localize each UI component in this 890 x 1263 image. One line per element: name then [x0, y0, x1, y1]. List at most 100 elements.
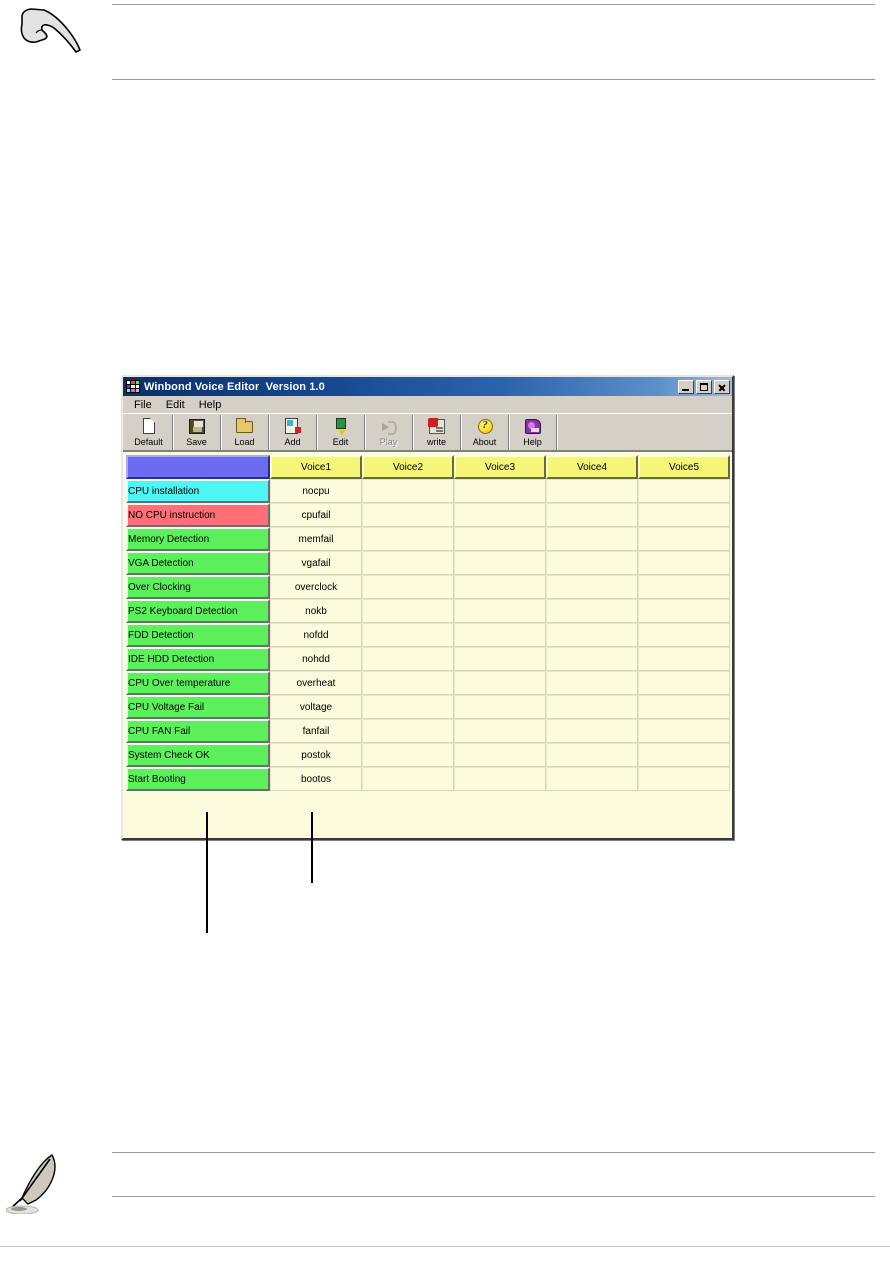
grid-cell-voice2[interactable] — [362, 623, 454, 647]
grid-cell-voice4[interactable] — [546, 719, 638, 743]
grid-cell-voice2[interactable] — [362, 527, 454, 551]
grid-row-label[interactable]: CPU Over temperature — [126, 671, 270, 695]
grid-cell-voice1[interactable]: nocpu — [270, 479, 362, 503]
grid-column-header-voice3[interactable]: Voice3 — [454, 455, 546, 479]
maximize-button[interactable] — [696, 379, 712, 394]
grid-cell-voice4[interactable] — [546, 599, 638, 623]
menu-item-file[interactable]: File — [134, 398, 152, 411]
grid-cell-voice1[interactable]: vgafail — [270, 551, 362, 575]
grid-cell-voice2[interactable] — [362, 671, 454, 695]
grid-cell-voice4[interactable] — [546, 623, 638, 647]
add-button[interactable]: Add — [269, 415, 318, 450]
grid-row-label[interactable]: Start Booting — [126, 767, 270, 791]
write-button[interactable]: write — [413, 415, 462, 450]
grid-cell-voice5[interactable] — [638, 719, 730, 743]
grid-cell-voice2[interactable] — [362, 767, 454, 791]
grid-cell-voice5[interactable] — [638, 527, 730, 551]
grid-cell-voice4[interactable] — [546, 695, 638, 719]
grid-cell-voice3[interactable] — [454, 719, 546, 743]
grid-cell-voice4[interactable] — [546, 479, 638, 503]
menu-item-edit[interactable]: Edit — [165, 398, 185, 411]
grid-cell-voice3[interactable] — [454, 695, 546, 719]
grid-cell-voice4[interactable] — [546, 647, 638, 671]
save-button[interactable]: Save — [173, 415, 222, 450]
grid-row-label[interactable]: VGA Detection — [126, 551, 270, 575]
grid-cell-voice2[interactable] — [362, 719, 454, 743]
grid-row-label[interactable]: CPU installation — [126, 479, 270, 503]
grid-row-label[interactable]: Over Clocking — [126, 575, 270, 599]
grid-row-label[interactable]: PS2 Keyboard Detection — [126, 599, 270, 623]
grid-cell-voice5[interactable] — [638, 575, 730, 599]
grid-cell-voice1[interactable]: bootos — [270, 767, 362, 791]
grid-row-label[interactable]: CPU Voltage Fail — [126, 695, 270, 719]
grid-cell-voice3[interactable] — [454, 671, 546, 695]
menu-item-help[interactable]: Help — [198, 398, 222, 411]
load-button[interactable]: Load — [221, 415, 270, 450]
minimize-button[interactable] — [678, 379, 694, 394]
grid-cell-voice3[interactable] — [454, 503, 546, 527]
window-titlebar[interactable]: Winbond Voice Editor Version 1.0 — [123, 377, 732, 396]
grid-row-label[interactable]: NO CPU instruction — [126, 503, 270, 527]
default-button[interactable]: Default — [125, 415, 174, 450]
edit-button[interactable]: Edit — [317, 415, 366, 450]
grid-cell-voice3[interactable] — [454, 767, 546, 791]
grid-cell-voice5[interactable] — [638, 767, 730, 791]
grid-cell-voice3[interactable] — [454, 647, 546, 671]
grid-cell-voice3[interactable] — [454, 743, 546, 767]
help-button[interactable]: Help — [509, 415, 558, 450]
grid-cell-voice3[interactable] — [454, 551, 546, 575]
grid-column-header-voice4[interactable]: Voice4 — [546, 455, 638, 479]
grid-cell-voice1[interactable]: nofdd — [270, 623, 362, 647]
grid-cell-voice4[interactable] — [546, 743, 638, 767]
grid-cell-voice1[interactable]: memfail — [270, 527, 362, 551]
grid-cell-voice1[interactable]: voltage — [270, 695, 362, 719]
grid-row-label[interactable]: FDD Detection — [126, 623, 270, 647]
grid-cell-voice1[interactable]: overclock — [270, 575, 362, 599]
grid-row-label[interactable]: IDE HDD Detection — [126, 647, 270, 671]
grid-cell-voice2[interactable] — [362, 503, 454, 527]
grid-cell-voice5[interactable] — [638, 743, 730, 767]
grid-cell-voice1[interactable]: overheat — [270, 671, 362, 695]
grid-cell-voice5[interactable] — [638, 599, 730, 623]
grid-column-header-voice5[interactable]: Voice5 — [638, 455, 730, 479]
grid-cell-voice5[interactable] — [638, 695, 730, 719]
grid-cell-voice1[interactable]: nokb — [270, 599, 362, 623]
grid-cell-voice5[interactable] — [638, 647, 730, 671]
grid-cell-voice5[interactable] — [638, 551, 730, 575]
grid-cell-voice2[interactable] — [362, 551, 454, 575]
grid-column-header-voice2[interactable]: Voice2 — [362, 455, 454, 479]
about-button[interactable]: About — [461, 415, 510, 450]
grid-cell-voice2[interactable] — [362, 647, 454, 671]
grid-cell-voice5[interactable] — [638, 671, 730, 695]
grid-cell-voice4[interactable] — [546, 527, 638, 551]
grid-cell-voice2[interactable] — [362, 743, 454, 767]
grid-cell-voice5[interactable] — [638, 623, 730, 647]
grid-cell-voice2[interactable] — [362, 695, 454, 719]
grid-cell-voice4[interactable] — [546, 671, 638, 695]
grid-cell-voice1[interactable]: postok — [270, 743, 362, 767]
grid-cell-voice3[interactable] — [454, 479, 546, 503]
grid-cell-voice5[interactable] — [638, 479, 730, 503]
grid-row-label[interactable]: Memory Detection — [126, 527, 270, 551]
save-button-label: Save — [186, 437, 207, 447]
grid-cell-voice1[interactable]: cpufail — [270, 503, 362, 527]
grid-cell-voice2[interactable] — [362, 599, 454, 623]
close-button[interactable] — [714, 379, 730, 394]
grid-column-header-voice1[interactable]: Voice1 — [270, 455, 362, 479]
grid-cell-voice2[interactable] — [362, 575, 454, 599]
grid-cell-voice4[interactable] — [546, 503, 638, 527]
grid-cell-voice2[interactable] — [362, 479, 454, 503]
grid-cell-voice4[interactable] — [546, 551, 638, 575]
grid-cell-voice5[interactable] — [638, 503, 730, 527]
grid-cell-voice1[interactable]: fanfail — [270, 719, 362, 743]
grid-corner-cell[interactable] — [126, 455, 270, 479]
grid-cell-voice3[interactable] — [454, 575, 546, 599]
grid-cell-voice4[interactable] — [546, 767, 638, 791]
grid-cell-voice3[interactable] — [454, 623, 546, 647]
grid-row-label[interactable]: CPU FAN Fail — [126, 719, 270, 743]
grid-cell-voice4[interactable] — [546, 575, 638, 599]
grid-cell-voice3[interactable] — [454, 599, 546, 623]
grid-row-label[interactable]: System Check OK — [126, 743, 270, 767]
grid-cell-voice3[interactable] — [454, 527, 546, 551]
grid-cell-voice1[interactable]: nohdd — [270, 647, 362, 671]
